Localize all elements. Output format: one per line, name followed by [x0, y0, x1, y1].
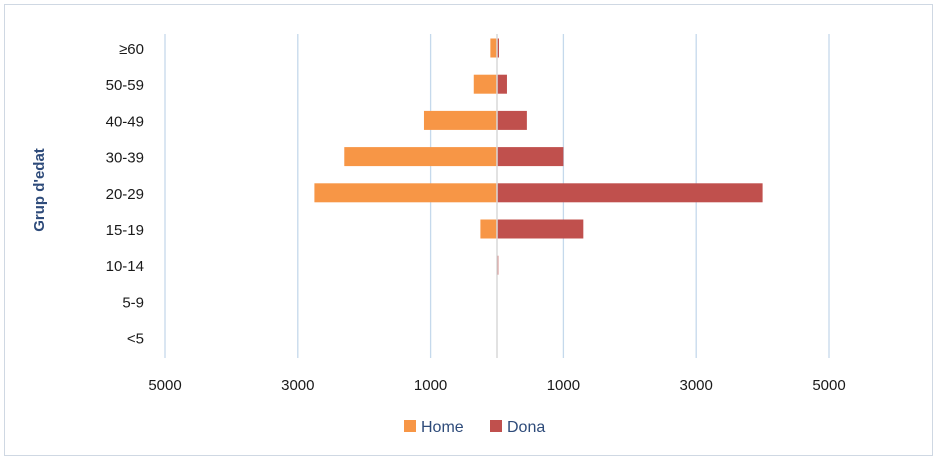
- y-axis-label: Grup d'edat: [31, 148, 48, 232]
- bar-dona-3: [497, 147, 564, 167]
- bar-home-5: [480, 219, 497, 239]
- bar-dona-2: [497, 110, 527, 130]
- legend: Home Dona: [404, 419, 545, 436]
- x-tick-label-5: 5000: [812, 377, 845, 394]
- y-tick-label-4: 20-29: [106, 186, 144, 203]
- y-tick-label-1: 50-59: [106, 77, 144, 94]
- legend-swatch-1: [490, 420, 502, 432]
- y-tick-label-5: 15-19: [106, 222, 144, 239]
- y-tick-label-8: <5: [127, 331, 144, 348]
- y-tick-label-7: 5-9: [122, 294, 144, 311]
- y-tick-label-0: ≥60: [119, 41, 144, 58]
- y-tick-label-2: 40-49: [106, 113, 144, 130]
- y-tick-label-3: 30-39: [106, 150, 144, 167]
- bar-dona-4: [497, 183, 763, 203]
- bar-dona-5: [497, 219, 584, 239]
- tick-labels: ≥60 50-59 40-49 30-39 20-29 15-19 10-14 5-9 <5 50…: [106, 41, 846, 394]
- x-tick-label-3: 1000: [547, 377, 580, 394]
- bar-home-4: [314, 183, 497, 203]
- legend-label-0: Home: [421, 419, 464, 436]
- x-tick-label-4: 3000: [680, 377, 713, 394]
- bar-dona-0: [497, 38, 499, 58]
- bar-home-0: [490, 38, 497, 58]
- legend-label-1: Dona: [507, 419, 545, 436]
- bars: [314, 34, 763, 358]
- bar-dona-1: [497, 74, 507, 94]
- bar-home-2: [423, 110, 497, 130]
- x-tick-label-0: 5000: [148, 377, 181, 394]
- y-tick-label-6: 10-14: [106, 258, 144, 275]
- x-tick-label-2: 1000: [414, 377, 447, 394]
- bar-home-1: [473, 74, 497, 94]
- x-tick-label-1: 3000: [281, 377, 314, 394]
- chart-frame: [4, 4, 933, 456]
- bar-home-3: [344, 147, 497, 167]
- legend-swatch-0: [404, 420, 416, 432]
